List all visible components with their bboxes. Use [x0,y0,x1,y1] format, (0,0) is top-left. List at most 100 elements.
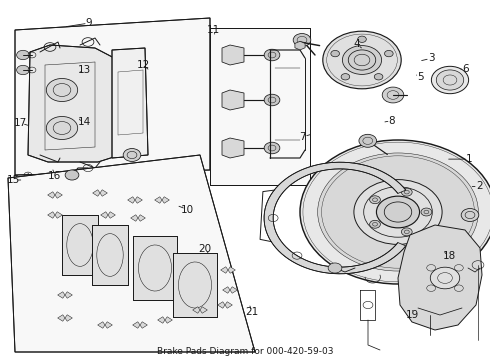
Text: Brake Pads Diagram for 000-420-59-03: Brake Pads Diagram for 000-420-59-03 [157,346,333,356]
Polygon shape [100,190,107,196]
Polygon shape [225,302,232,308]
Polygon shape [220,267,228,273]
Polygon shape [133,236,177,300]
Circle shape [359,134,377,147]
Polygon shape [228,267,235,273]
Text: 21: 21 [245,307,259,318]
Polygon shape [55,212,62,218]
Text: 5: 5 [417,72,424,82]
Polygon shape [200,307,207,313]
Polygon shape [55,192,62,198]
Circle shape [47,117,78,140]
Circle shape [436,70,464,90]
Circle shape [65,170,79,180]
Circle shape [382,87,404,103]
Polygon shape [158,317,165,323]
Circle shape [369,196,380,204]
Circle shape [341,73,350,80]
Polygon shape [92,225,127,285]
Polygon shape [98,322,105,328]
Text: 15: 15 [7,175,21,185]
Polygon shape [48,212,55,218]
Text: 18: 18 [443,251,457,261]
Text: 13: 13 [77,65,91,75]
Circle shape [123,149,141,162]
Circle shape [421,208,432,216]
Text: 12: 12 [136,60,150,70]
Polygon shape [222,90,244,110]
Circle shape [374,73,383,80]
Polygon shape [133,322,140,328]
Polygon shape [222,45,244,65]
Polygon shape [155,197,162,203]
Polygon shape [218,302,225,308]
Text: 3: 3 [428,53,435,63]
Circle shape [331,50,340,57]
Circle shape [47,78,78,102]
Text: 4: 4 [353,39,360,49]
Polygon shape [138,215,146,221]
Polygon shape [398,225,482,330]
Circle shape [461,208,479,221]
Text: 17: 17 [14,118,27,128]
Polygon shape [193,307,200,313]
Text: 20: 20 [198,244,211,254]
Circle shape [401,188,412,196]
Circle shape [430,267,460,289]
Circle shape [401,228,412,236]
Text: 19: 19 [406,310,419,320]
Polygon shape [8,155,255,352]
Circle shape [17,65,29,75]
Circle shape [318,153,478,271]
Polygon shape [62,215,98,275]
Polygon shape [105,322,112,328]
Circle shape [385,50,393,57]
Text: 11: 11 [206,24,220,35]
Polygon shape [173,253,217,317]
Polygon shape [108,212,115,218]
Text: 6: 6 [462,64,469,74]
Circle shape [376,196,419,228]
Polygon shape [295,41,305,50]
Text: 16: 16 [48,171,62,181]
Circle shape [300,140,490,284]
Polygon shape [128,197,135,203]
Polygon shape [210,28,310,185]
Polygon shape [112,48,148,158]
Polygon shape [58,292,65,298]
Polygon shape [165,317,172,323]
Text: 10: 10 [181,204,194,215]
Circle shape [264,142,280,154]
Polygon shape [100,212,108,218]
Polygon shape [48,192,55,198]
Polygon shape [28,45,120,162]
Polygon shape [65,315,73,321]
Text: 7: 7 [299,132,306,142]
Circle shape [328,263,342,273]
Text: 1: 1 [466,154,473,164]
Circle shape [264,94,280,106]
Circle shape [293,33,311,46]
Circle shape [264,49,280,61]
Polygon shape [58,315,65,321]
Polygon shape [162,197,170,203]
Polygon shape [230,287,237,293]
Circle shape [431,66,468,94]
Polygon shape [131,215,138,221]
Text: 8: 8 [389,116,395,126]
Circle shape [354,180,442,244]
Circle shape [17,50,29,60]
Polygon shape [222,287,230,293]
Polygon shape [222,138,244,158]
Text: 14: 14 [77,117,91,127]
Polygon shape [135,197,143,203]
Circle shape [369,220,380,228]
Polygon shape [93,190,100,196]
Circle shape [323,31,401,89]
Circle shape [358,36,367,42]
Text: 2: 2 [476,181,483,192]
Polygon shape [140,322,147,328]
Text: 9: 9 [86,18,93,28]
Polygon shape [264,162,406,274]
Polygon shape [65,292,73,298]
